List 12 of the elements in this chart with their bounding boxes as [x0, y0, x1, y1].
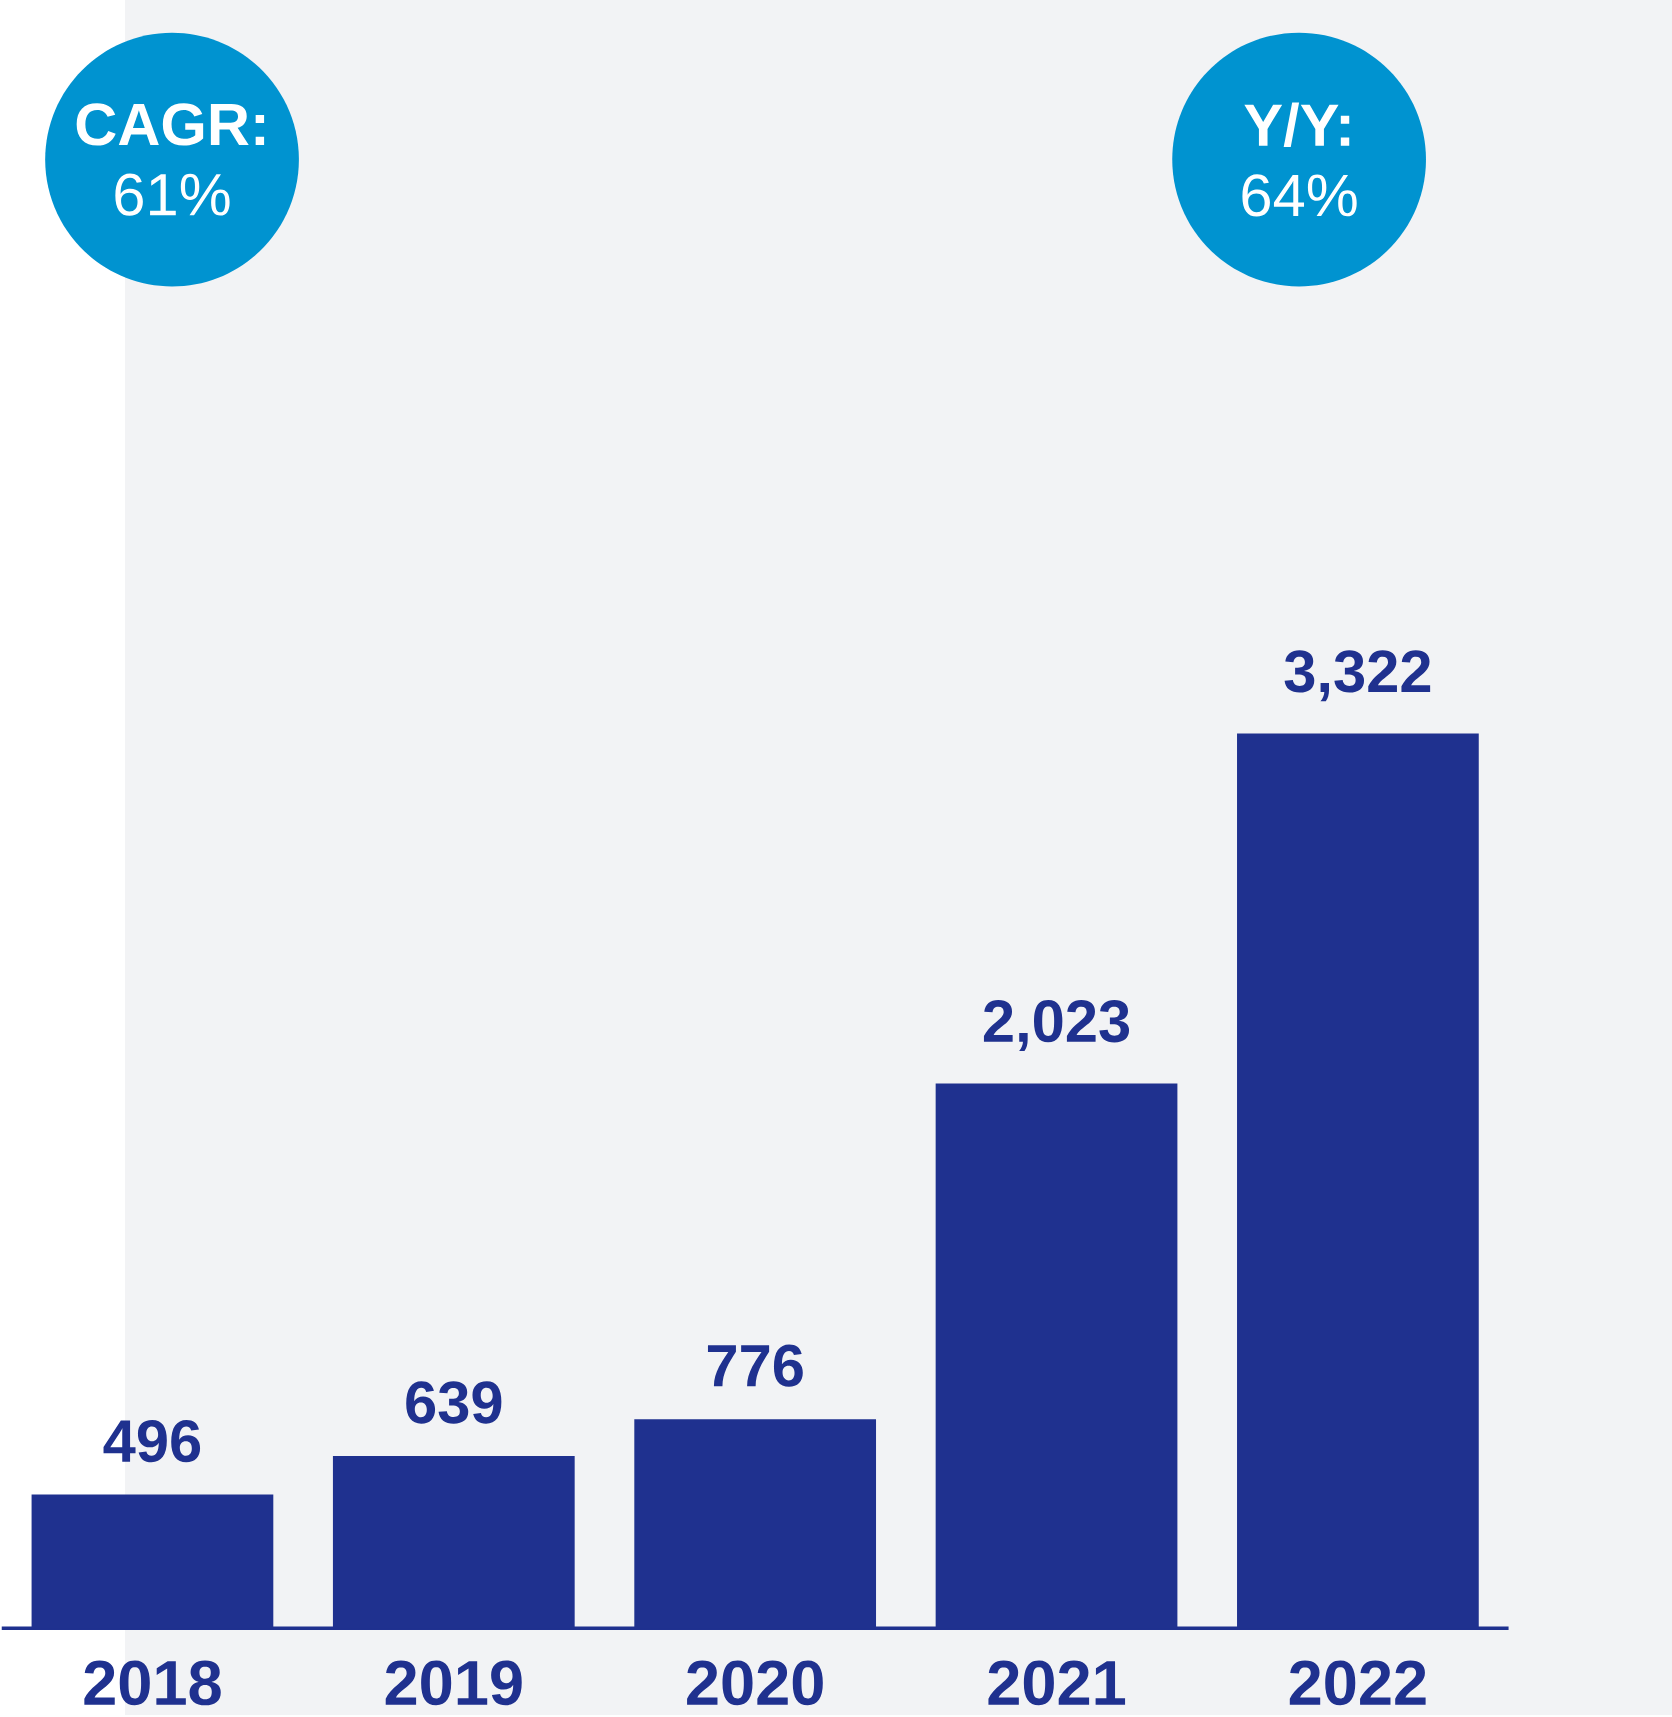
data-label: 776 — [707, 1344, 803, 1387]
x-tick-label: 2018 — [84, 1660, 221, 1706]
data-label: 3,322 — [1284, 650, 1431, 702]
x-tick-label: 2022 — [1289, 1660, 1426, 1706]
data-label: 2,023 — [983, 1000, 1129, 1052]
data-label: 496 — [103, 1419, 200, 1463]
x-tick-label: 2021 — [988, 1660, 1125, 1706]
text: CAGR: 61% — [76, 103, 264, 216]
x-tick-label: 2019 — [385, 1660, 522, 1706]
text: Y/Y: 64% — [1242, 102, 1357, 217]
x-tick-label: 2020 — [686, 1660, 823, 1706]
data-label: 639 — [406, 1381, 502, 1424]
